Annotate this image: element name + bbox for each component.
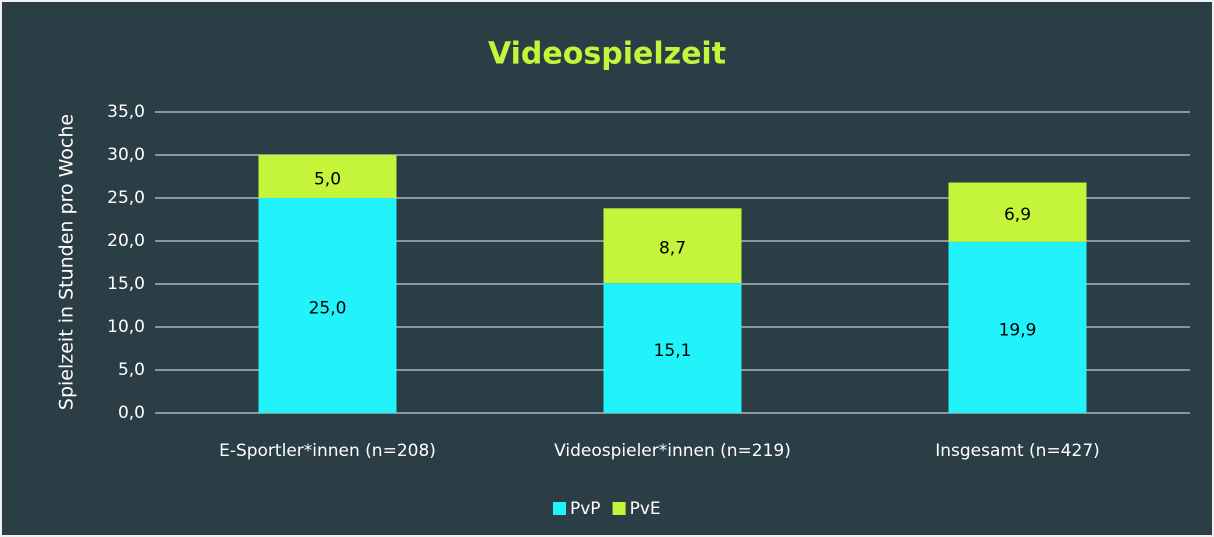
y-tick-label: 25,0 xyxy=(107,188,145,208)
bar-segment xyxy=(258,198,397,413)
y-tick-label: 35,0 xyxy=(107,102,145,122)
value-label: 19,9 xyxy=(999,320,1037,340)
y-tick-label: 5,0 xyxy=(118,360,145,380)
bar-segment xyxy=(948,182,1087,242)
bar-segment xyxy=(948,241,1087,413)
value-label: 25,0 xyxy=(309,299,347,319)
bar-segment xyxy=(603,283,742,413)
legend-swatch xyxy=(553,502,566,515)
value-label: 8,7 xyxy=(659,239,686,259)
y-tick-label: 20,0 xyxy=(107,231,145,251)
x-tick-label: E-Sportler*innen (n=208) xyxy=(219,441,436,461)
y-tick-label: 10,0 xyxy=(107,317,145,337)
legend-label: PvE xyxy=(630,499,661,519)
value-label: 15,1 xyxy=(654,341,692,361)
y-tick-label: 30,0 xyxy=(107,145,145,165)
y-tick-label: 0,0 xyxy=(118,403,145,423)
legend-label: PvP xyxy=(570,499,601,519)
y-axis-label: Spielzeit in Stunden pro Woche xyxy=(56,114,78,410)
legend-swatch xyxy=(612,502,626,515)
value-label: 5,0 xyxy=(314,170,341,190)
x-tick-label: Insgesamt (n=427) xyxy=(935,441,1100,461)
x-tick-label: Videospieler*innen (n=219) xyxy=(554,441,791,461)
y-tick-label: 15,0 xyxy=(107,274,145,294)
bar-segment xyxy=(258,155,397,198)
bar-segment xyxy=(603,208,742,284)
chart-title: Videospielzeit xyxy=(488,37,726,72)
value-label: 6,9 xyxy=(1004,205,1031,225)
